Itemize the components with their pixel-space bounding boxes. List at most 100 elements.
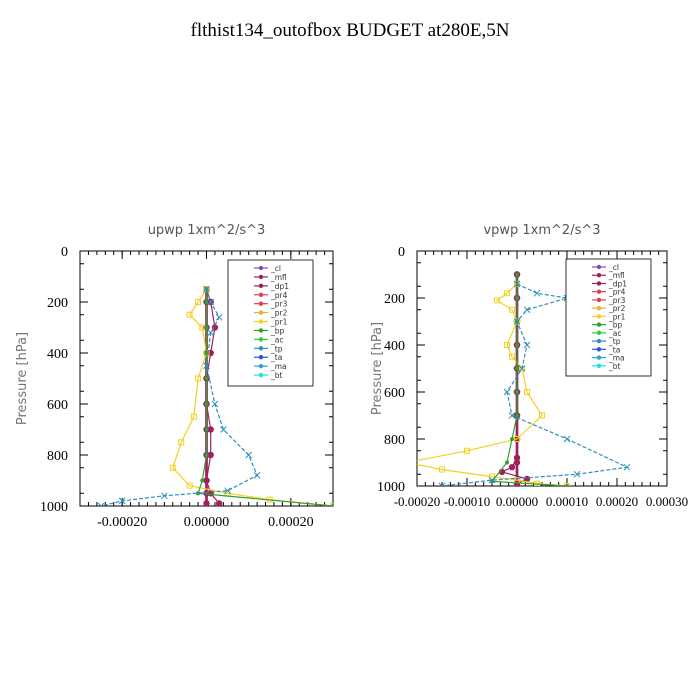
data-point (203, 285, 210, 293)
data-point (203, 477, 210, 484)
data-point (245, 451, 253, 459)
x-tick-label: 0.00010 (546, 494, 588, 509)
y-tick-label: 800 (47, 449, 68, 464)
data-point (509, 353, 515, 360)
data-point (204, 300, 209, 304)
legend-marker (258, 363, 264, 369)
data-point (515, 366, 519, 371)
x-tick-label: -0.00020 (97, 515, 147, 530)
x-tick-label: 0.00020 (268, 515, 314, 530)
data-point (178, 439, 185, 446)
legend-marker (596, 289, 602, 294)
legend-entry: _bp (608, 321, 623, 330)
y-tick-label: 400 (384, 339, 405, 354)
legend-marker (596, 363, 602, 368)
legend-entry: _dp1 (608, 279, 627, 288)
legend-entry: _ma (270, 362, 287, 371)
legend-entry: _bt (608, 362, 621, 371)
chart-title: upwp 1xm^2/s^3 (148, 223, 266, 238)
legend-entry: _ac (270, 335, 283, 344)
data-point (524, 389, 530, 395)
data-point (518, 365, 526, 372)
series-line-dp1 (205, 289, 220, 504)
data-point (97, 502, 105, 506)
data-point (565, 484, 569, 486)
legend-marker (596, 297, 602, 303)
y-axis-label: Pressure [hPa] (370, 322, 385, 415)
legend-entry: _tp (270, 344, 283, 353)
data-point (564, 483, 570, 486)
data-point (508, 464, 516, 471)
legend-marker (596, 273, 602, 278)
data-point (169, 464, 176, 471)
x-tick-label: -0.00020 (394, 494, 441, 509)
data-point (160, 492, 168, 500)
data-point (513, 318, 521, 325)
data-point (439, 466, 445, 473)
legend-marker (596, 330, 602, 336)
legend-entry: _pr2 (270, 309, 288, 318)
legend-entry: _ac (608, 329, 621, 338)
x-tick-label: 0.00000 (184, 515, 230, 530)
legend-entry: _ta (270, 353, 282, 362)
legend-marker (596, 347, 602, 352)
series-group (417, 271, 631, 486)
data-point (515, 343, 519, 347)
data-point (515, 390, 519, 394)
x-tick-label: 0.00030 (646, 494, 688, 509)
data-point (504, 342, 510, 348)
legend-marker (258, 274, 264, 280)
legend-entry: _pr4 (270, 291, 288, 300)
legend-entry: _ma (608, 354, 625, 363)
legend-marker (596, 355, 602, 360)
y-axis-label: Pressure [hPa] (15, 332, 30, 425)
legend-marker (596, 264, 602, 270)
legend-entry: _bt (270, 371, 283, 380)
data-point (224, 487, 231, 495)
y-tick-label: 0 (398, 245, 405, 260)
y-tick-label: 1000 (40, 500, 68, 515)
data-point (533, 289, 541, 297)
data-point (438, 482, 446, 486)
x-tick-label: -0.00010 (444, 494, 491, 509)
x-tick-label: 0.00020 (596, 494, 638, 509)
legend-marker (258, 328, 264, 333)
data-point (573, 470, 581, 478)
data-point (207, 451, 214, 459)
data-point (207, 490, 214, 497)
data-point (207, 298, 215, 306)
y-tick-label: 400 (47, 347, 68, 362)
legend-marker (258, 292, 264, 297)
data-point (196, 491, 201, 496)
data-point (200, 478, 205, 483)
y-tick-label: 1000 (377, 480, 405, 495)
data-point (211, 400, 219, 408)
y-tick-label: 200 (384, 292, 405, 307)
data-point (186, 482, 193, 489)
y-tick-label: 600 (384, 386, 405, 401)
data-point (331, 504, 333, 506)
data-point (623, 463, 631, 471)
data-point (204, 376, 209, 381)
legend: _cl_mfl_dp1_pr4_pr3_pr2_pr1_bp_ac_tp_ta_… (565, 258, 652, 377)
data-point (539, 412, 545, 419)
legend-entry: _pr2 (608, 304, 626, 313)
data-point (204, 402, 209, 406)
series-group (97, 285, 333, 506)
y-tick-label: 800 (384, 433, 405, 448)
data-point (513, 454, 521, 461)
data-point (211, 324, 219, 331)
legend: _cl_mfl_dp1_pr4_pr3_pr2_pr1_bp_ac_tp_ta_… (227, 259, 314, 387)
legend-marker (596, 314, 602, 319)
data-point (494, 297, 500, 304)
data-point (190, 413, 197, 420)
legend-marker (596, 281, 602, 286)
y-tick-label: 200 (47, 296, 68, 311)
legend-entry: _ta (608, 345, 620, 354)
data-point (204, 351, 209, 355)
data-point (513, 280, 521, 288)
data-point (195, 375, 202, 382)
series-line-bp (490, 274, 568, 486)
legend-entry: _pr3 (608, 296, 626, 305)
y-tick-label: 600 (47, 398, 68, 413)
